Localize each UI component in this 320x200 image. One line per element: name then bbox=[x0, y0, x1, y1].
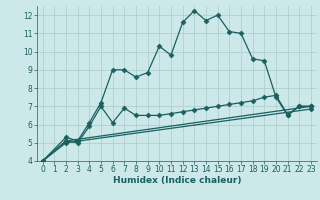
X-axis label: Humidex (Indice chaleur): Humidex (Indice chaleur) bbox=[113, 176, 241, 185]
